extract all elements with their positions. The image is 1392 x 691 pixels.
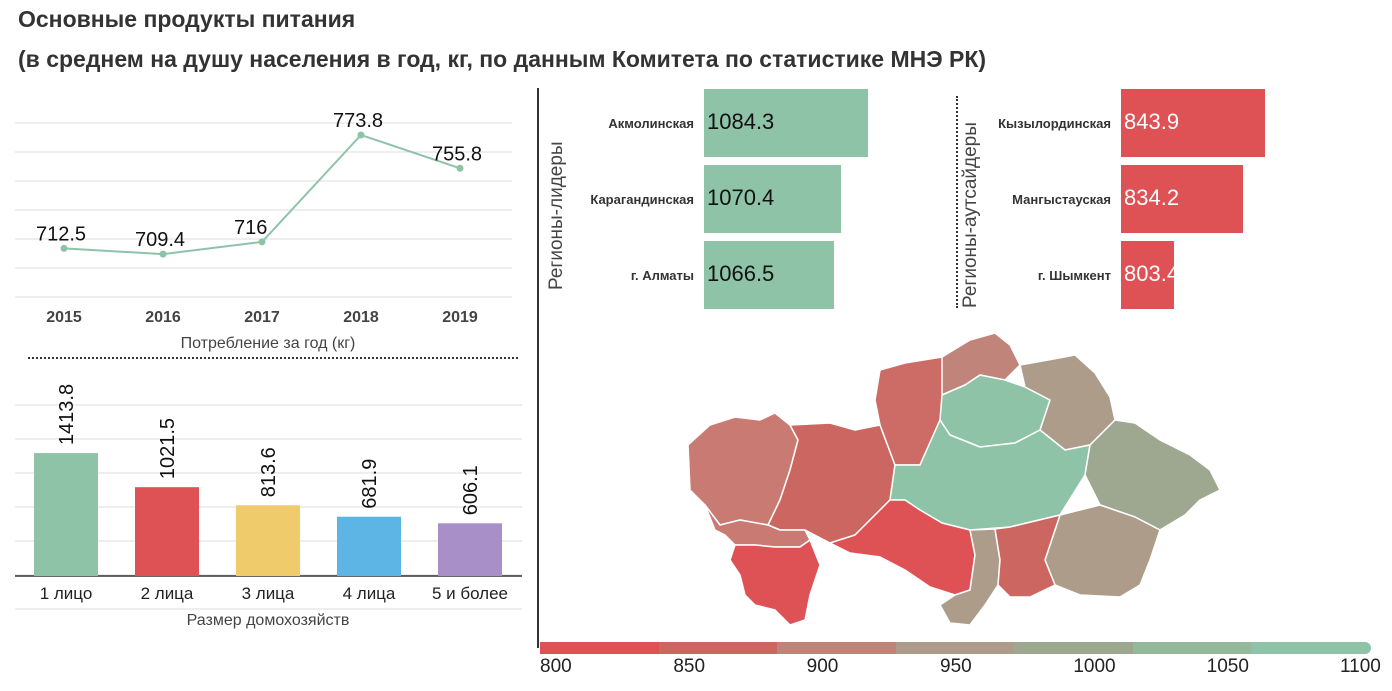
household-bar: [438, 523, 502, 576]
consumption-line-chart: 712.5 2015 709.4 2016 716 2017 773.8 2018 755.8 2…: [15, 110, 512, 352]
page-subtitle: (в среднем на душу населения в год, кг, …: [18, 46, 987, 72]
line-x-tick: 2016: [145, 309, 181, 326]
vertical-divider: [537, 88, 539, 648]
region-name: Карагандинская: [590, 192, 694, 207]
legend-tick: 850: [673, 656, 706, 677]
household-bar: [236, 505, 300, 576]
region-bar: [704, 241, 834, 309]
legend-tick: 1000: [1073, 656, 1116, 677]
kazakhstan-map: [687, 332, 1221, 626]
bar-data-label: 1413.8: [56, 384, 78, 445]
household-bar: [337, 516, 401, 576]
region-name: г. Шымкент: [1037, 268, 1111, 283]
section-divider: [28, 357, 518, 359]
legend-segment: [895, 642, 1016, 654]
region-value-label: 1084.3: [707, 109, 775, 134]
region-bar: [1121, 89, 1265, 157]
region-value-label: 843.9: [1124, 109, 1180, 134]
line-point: [159, 250, 167, 258]
bar-x-tick: 1 лицо: [40, 584, 93, 603]
region-value-label: 803.4: [1124, 261, 1180, 286]
region-name: Кызылординская: [998, 116, 1111, 131]
line-point: [456, 164, 464, 172]
legend-tick: 1100: [1340, 656, 1381, 677]
legend-tick: 950: [940, 656, 972, 677]
bar-x-tick: 2 лица: [141, 584, 194, 603]
line-x-tick: 2019: [442, 309, 478, 326]
leaders-label: Регионы-лидеры: [546, 141, 567, 290]
bar-data-label: 681.9: [359, 459, 381, 509]
line-data-label: 712.5: [36, 223, 86, 245]
bar-x-tick: 5 и более: [432, 584, 508, 603]
line-data-label: 716: [234, 217, 267, 239]
region-value-label: 1066.5: [707, 261, 775, 286]
bar-data-label: 1021.5: [157, 418, 179, 479]
household-bar: [135, 487, 199, 576]
legend-segment: [1132, 642, 1253, 654]
map-region-east-kz: [1084, 419, 1221, 531]
outsiders-label: Регионы-аутсайдеры: [960, 122, 981, 308]
household-bar-chart: 1413.8 1 лицо 1021.5 2 лица 813.6 3 лица 681.9…: [15, 384, 522, 629]
line-x-tick: 2015: [46, 309, 82, 326]
group-divider: [956, 96, 958, 308]
legend-segment: [540, 642, 660, 654]
page-title: Основные продукты питания: [18, 6, 356, 32]
region-value-label: 834.2: [1124, 185, 1180, 210]
legend-segment: [658, 642, 779, 654]
legend-tick: 900: [806, 656, 839, 677]
line-x-tick: 2017: [244, 309, 280, 326]
legend-tick: 800: [540, 656, 572, 677]
line-data-label: 755.8: [432, 143, 482, 165]
legend-segment: [777, 642, 897, 654]
region-name: Акмолинская: [608, 116, 694, 131]
line-data-label: 709.4: [135, 229, 185, 251]
line-point: [258, 238, 266, 246]
region-bar: [1121, 241, 1174, 309]
region-bar: [1121, 165, 1243, 233]
region-bar: [704, 165, 842, 233]
bar-x-tick: 4 лица: [343, 584, 396, 603]
bar-x-axis-label: Размер домохозяйств: [187, 612, 350, 629]
household-bar: [34, 453, 98, 576]
region-name: г. Алматы: [630, 268, 694, 283]
legend-tick: 1050: [1206, 656, 1249, 677]
line-x-axis-label: Потребление за год (кг): [181, 335, 356, 352]
line-point: [60, 244, 68, 252]
line-x-tick: 2018: [343, 309, 379, 326]
region-value-label: 1070.4: [707, 185, 775, 210]
bar-data-label: 813.6: [258, 447, 280, 497]
line-data-label: 773.8: [333, 110, 383, 132]
legend-segment: [1251, 642, 1371, 654]
map-region-mangystau: [729, 539, 821, 626]
region-name: Мангыстауская: [1012, 192, 1111, 207]
region-bar: [704, 89, 869, 157]
bar-x-tick: 3 лица: [242, 584, 295, 603]
map-region-zhambyl: [994, 514, 1061, 598]
bar-data-label: 606.1: [460, 465, 482, 515]
legend-segment: [1014, 642, 1134, 654]
line-point: [357, 131, 365, 139]
